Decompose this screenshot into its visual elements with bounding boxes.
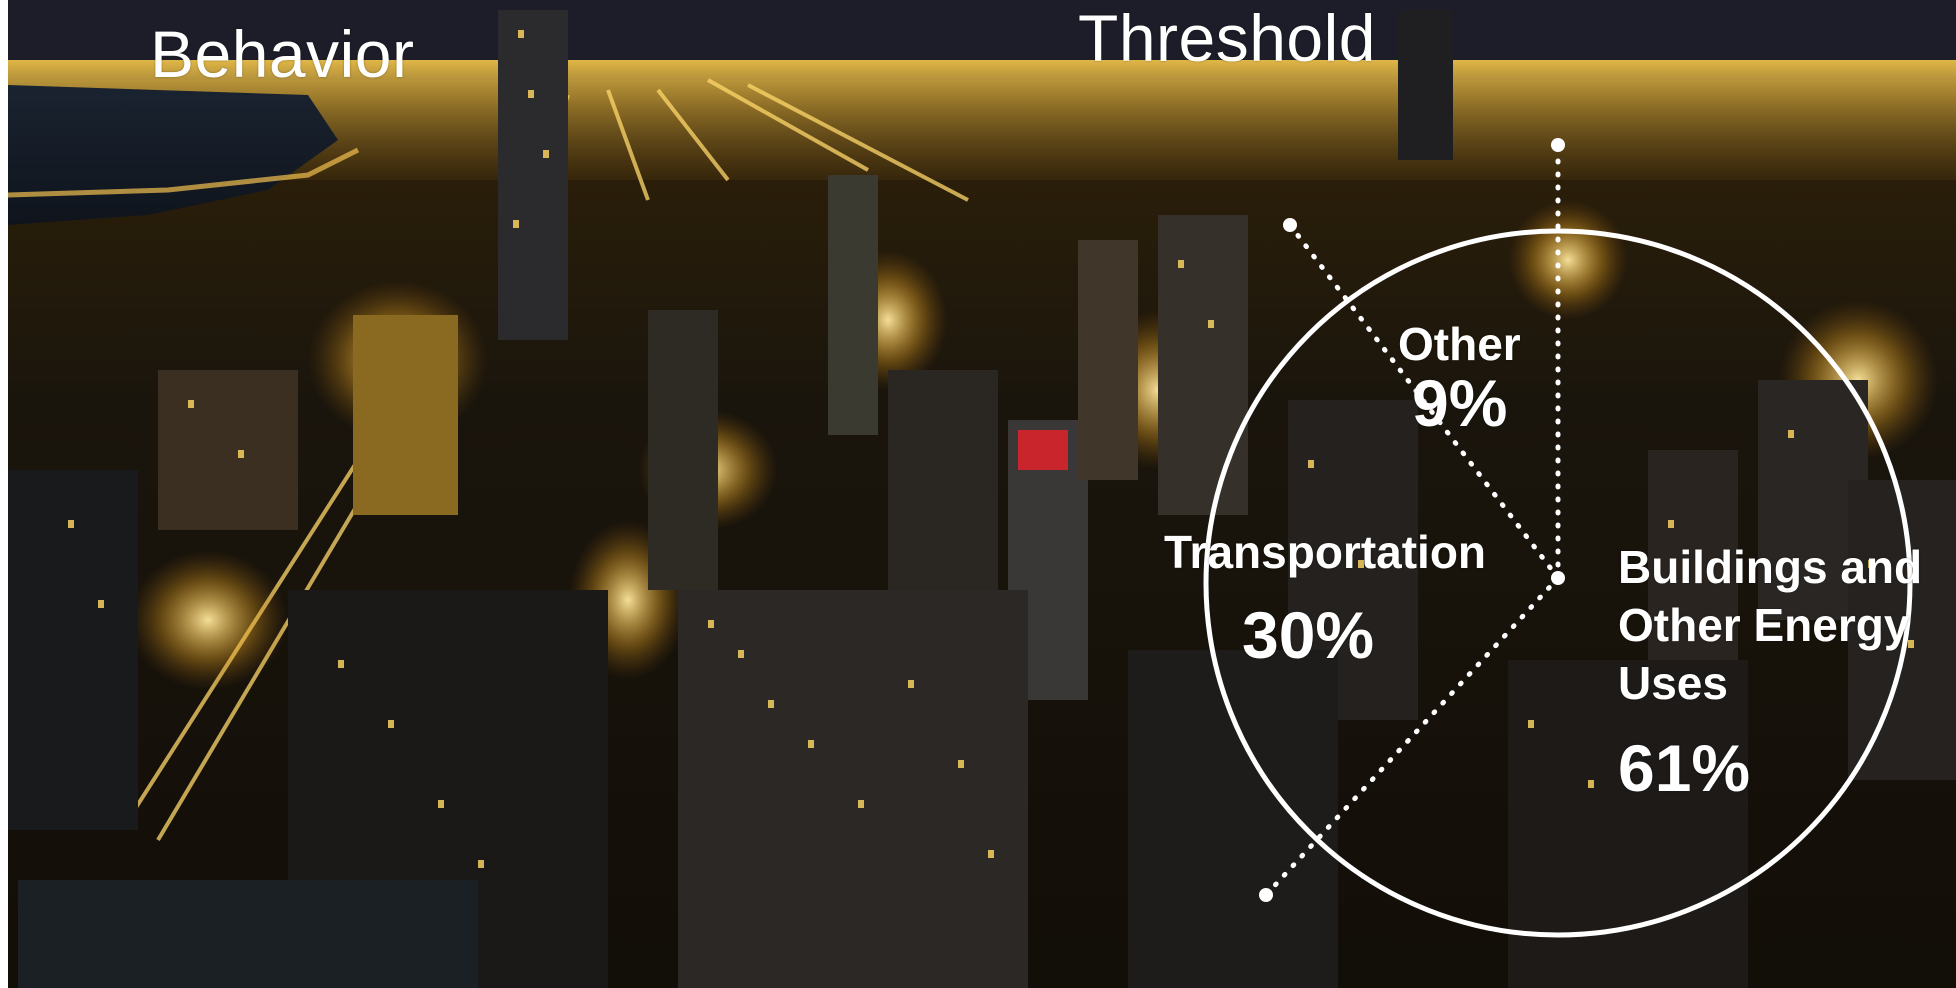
lake (8, 85, 338, 225)
behavior-label: Behavior (150, 17, 415, 91)
segment-buildings-label: Buildings and Other Energy Uses (1618, 541, 1923, 709)
segment-other-percent: 9% (1412, 366, 1508, 440)
shoreline-lights (8, 147, 360, 198)
segment-transportation-label: Transportation (1164, 526, 1487, 578)
threshold-label: Threshold (1078, 1, 1376, 75)
pie-divider-lines (1263, 142, 1561, 898)
city-skyline-illustration (8, 0, 1956, 988)
pie-line-endpoints (1259, 138, 1565, 902)
segment-transportation-percent: 30% (1242, 598, 1375, 672)
pie-outline (1203, 228, 1913, 938)
buildings (8, 10, 1956, 988)
city-night-photo (8, 0, 1956, 988)
segment-other-label: Other (1398, 318, 1521, 370)
window-lights (68, 30, 1914, 868)
left-margin (0, 0, 8, 988)
segment-buildings-percent: 61% (1618, 731, 1751, 805)
